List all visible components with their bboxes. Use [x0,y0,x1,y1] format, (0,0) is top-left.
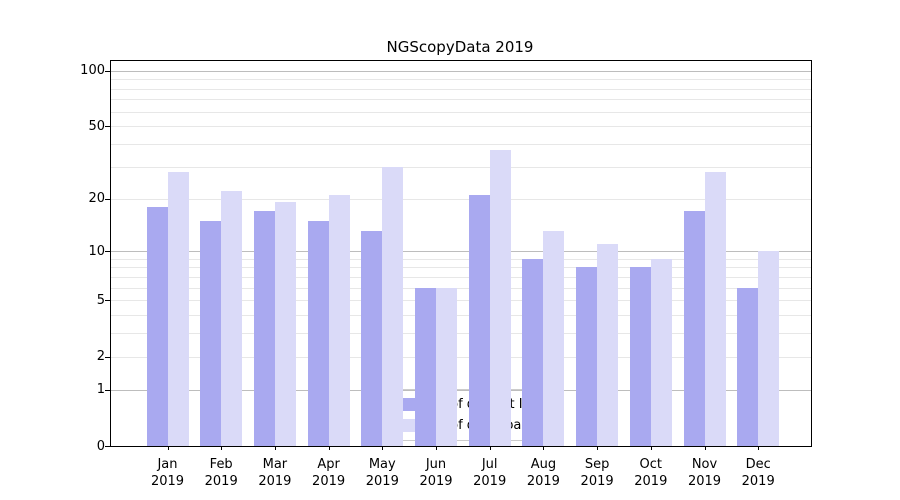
bar-downloads-oct [650,258,672,446]
gridline-major [111,389,811,391]
x-tick-label-aug: Aug 2019 [526,457,560,489]
bar-downloads-may [382,166,404,446]
gridline-minor [111,258,811,260]
y-axis-tick [105,300,110,302]
x-tick-label-feb: Feb 2019 [204,457,238,489]
x-tick-label-nov: Nov 2019 [687,457,722,489]
x-axis-tick [704,446,706,450]
bar-distinct-ips-nov [683,211,705,446]
gridline-minor [111,111,811,113]
gridline-minor [111,126,811,128]
legend-entry-downloads: Nb of downloads [384,418,537,433]
plot-area: Nb of distinct IPs Nb of downloads 0 1 2 5 1… [80,60,812,489]
gridline-minor [111,79,811,81]
bar-distinct-ips-oct [629,267,651,446]
x-axis-tick [274,446,276,450]
bar-distinct-ips-jan [146,206,168,446]
x-tick-label-jul: Jul 2019 [473,457,507,489]
gridline-minor [111,166,811,168]
gridline-minor [111,315,811,317]
bar-downloads-nov [704,172,726,446]
x-axis-tick [328,446,330,450]
y-axis-tick [105,126,110,128]
y-axis-tick [105,198,110,200]
x-tick-label-sep: Sep 2019 [580,457,614,489]
bar-distinct-ips-aug [522,258,544,446]
bar-distinct-ips-may [361,231,383,446]
y-tick-label: 1 [96,382,105,398]
gridline-minor [111,287,811,289]
bar-downloads-mar [274,202,296,446]
y-axis-tick [105,251,110,253]
y-tick-label: 5 [96,292,105,308]
y-tick-label: 0 [96,438,105,454]
x-axis-tick [167,446,169,450]
bar-downloads-jan [167,172,189,446]
y-tick-label: 2 [96,349,105,365]
bar-distinct-ips-apr [307,220,329,446]
x-tick-label-dec: Dec 2019 [741,457,775,489]
y-tick-label: 100 [80,63,105,79]
y-axis-tick [105,389,110,391]
chart-title: NGScopyData 2019 [386,38,534,56]
bar-downloads-aug [543,231,565,446]
x-axis-tick [489,446,491,450]
bar-downloads-apr [328,194,350,446]
gridline-minor [111,88,811,90]
y-axis-tick [105,70,110,72]
x-axis-tick [221,446,223,450]
bar-distinct-ips-dec [737,287,759,446]
bar-downloads-dec [758,251,780,446]
bar-distinct-ips-mar [253,211,275,446]
y-tick-label: 10 [88,243,105,259]
x-tick-label-apr: Apr 2019 [312,457,346,489]
gridline-major [111,70,811,72]
bar-downloads-jul [489,150,511,446]
gridline-minor [111,300,811,302]
x-axis-tick [436,446,437,450]
gridline-minor [111,144,811,146]
y-tick-label: 20 [88,191,105,206]
x-tick-label-jun: Jun 2019 [419,457,453,489]
bar-distinct-ips-jul [468,194,490,446]
x-axis-tick [597,446,599,450]
gridline-minor [111,267,811,269]
gridline-minor [111,276,811,278]
bar-downloads-jun [436,287,457,446]
gridline-minor [111,333,811,335]
bar-distinct-ips-jun [415,287,436,446]
x-axis-tick [543,446,545,450]
gridline-major [111,251,811,253]
legend-entry-distinct-ips: Nb of distinct IPs [384,397,537,412]
x-tick-label-jan: Jan 2019 [150,457,185,489]
gridline-minor [111,198,811,200]
y-axis-tick [105,446,110,447]
bar-downloads-feb [221,191,243,446]
x-axis-tick [650,446,652,450]
bar-distinct-ips-sep [576,267,598,446]
bar-downloads-sep [597,244,619,446]
y-axis-tick [105,356,110,358]
x-tick-label-oct: Oct 2019 [634,457,668,489]
x-tick-label-mar: Mar 2019 [258,457,292,489]
bar-distinct-ips-feb [200,220,222,446]
gridline-minor [111,356,811,358]
x-axis-tick [382,446,384,450]
y-tick-label: 50 [88,118,105,134]
x-axis-tick [758,446,760,450]
x-tick-label-may: May 2019 [365,457,399,489]
gridline-minor [111,99,811,101]
